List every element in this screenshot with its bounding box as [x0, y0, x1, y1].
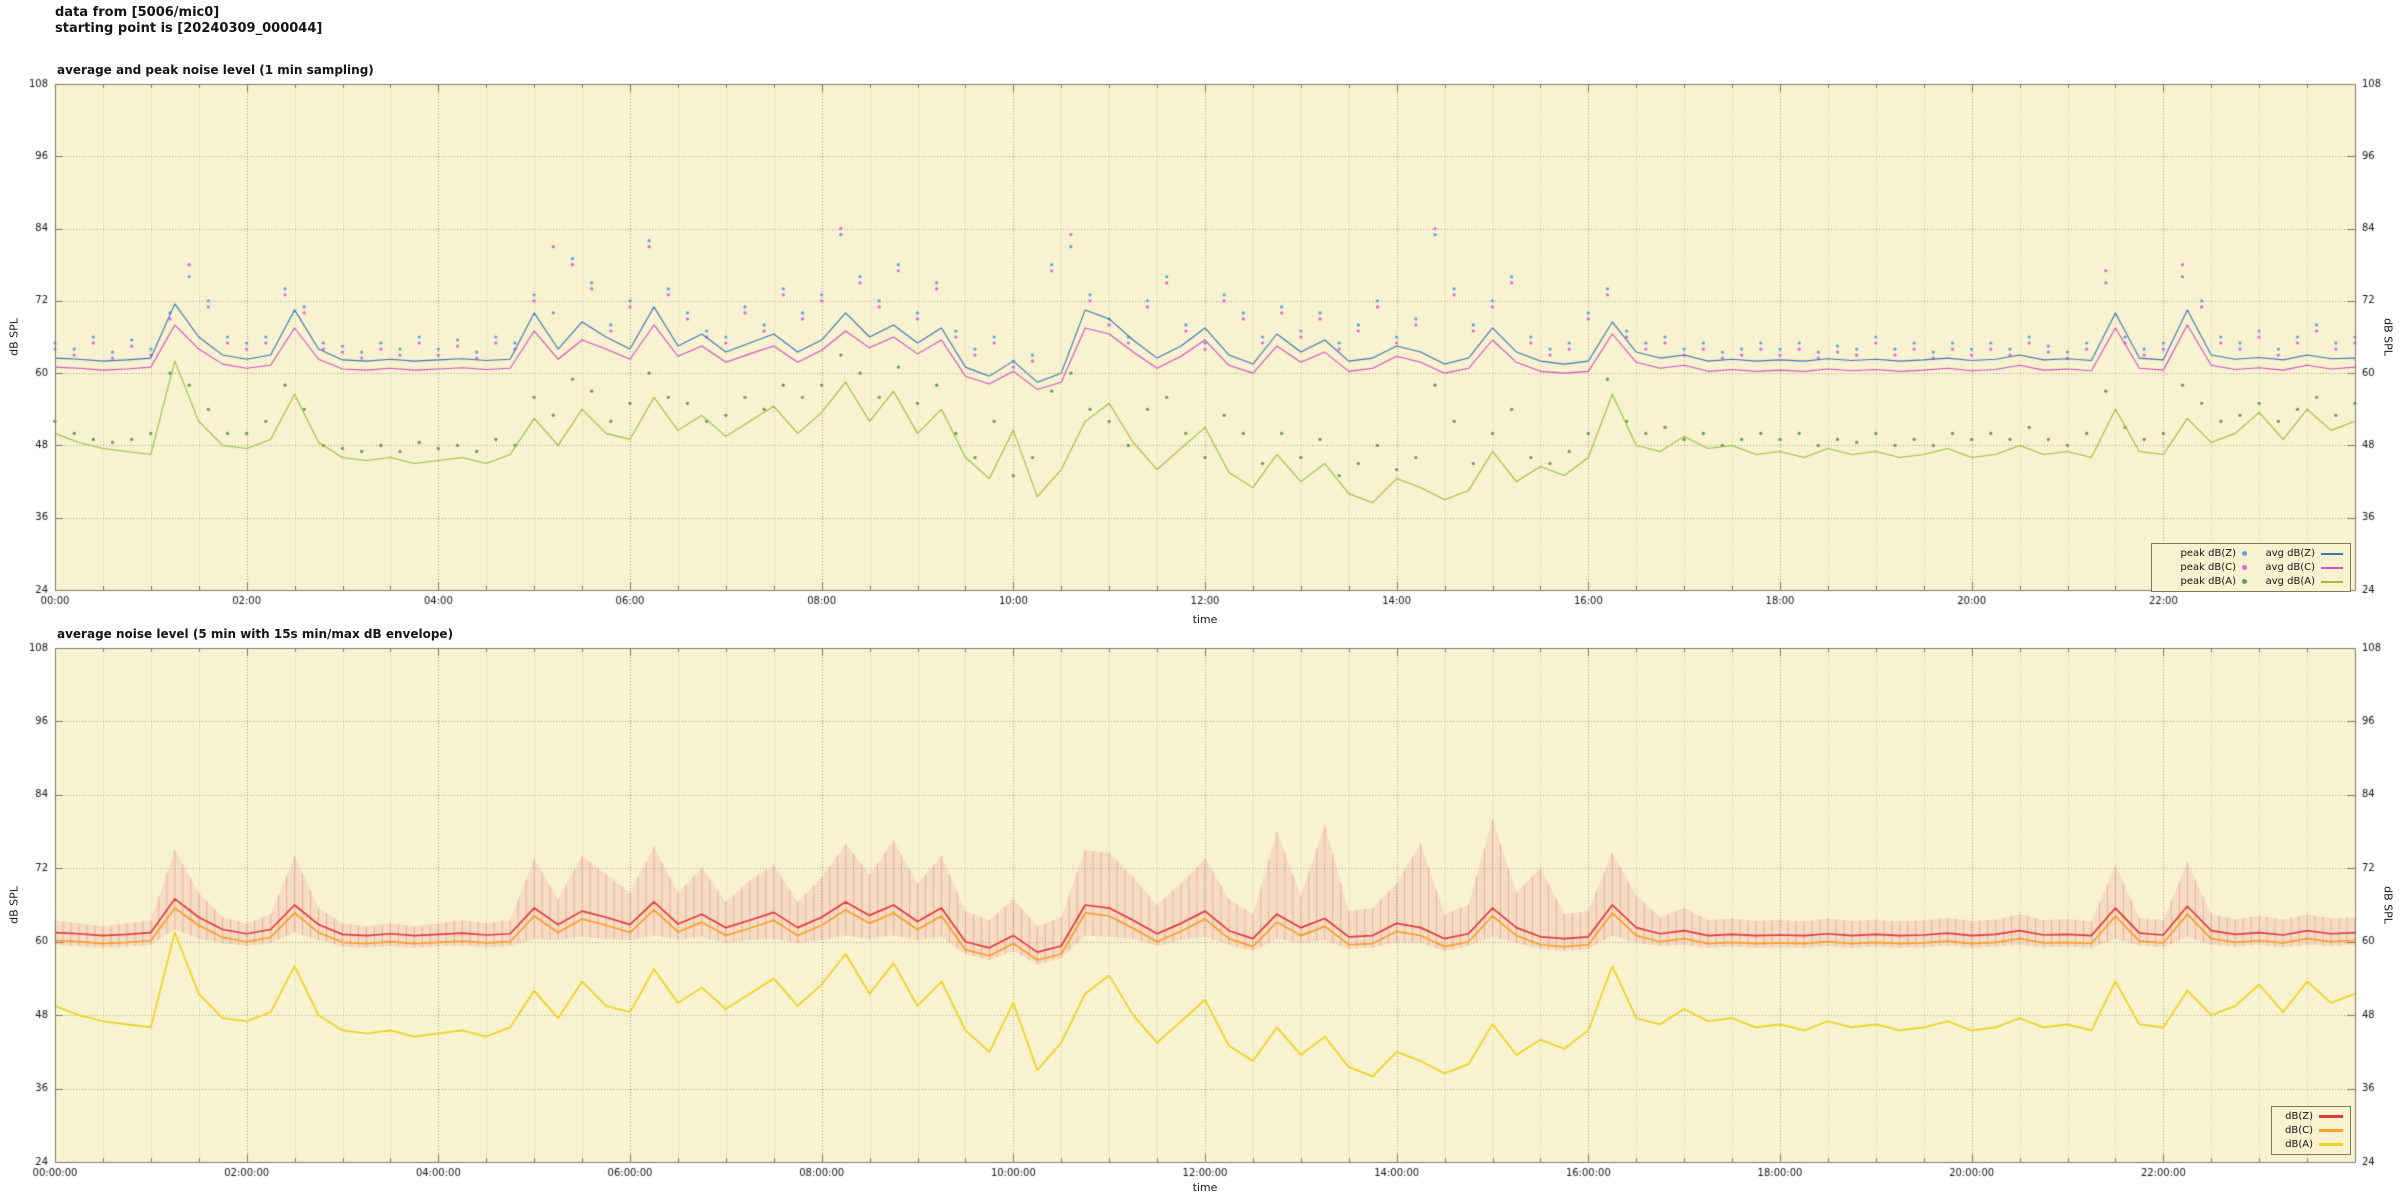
legend-label-dbz: dB(Z)	[2285, 1111, 2313, 1122]
dbz-line-swatch	[2319, 1115, 2343, 1118]
legend-item-avg-dbz: avg dB(Z)	[2261, 548, 2343, 559]
top-xaxis-label: time	[1192, 613, 1218, 626]
avg-dbc-line-swatch	[2321, 566, 2343, 569]
legend-item-dbc: dB(C)	[2279, 1125, 2343, 1136]
legend-row: dB(A)	[2279, 1138, 2343, 1151]
bottom-xaxis-label: time	[1192, 1181, 1218, 1194]
legend-label-peak-dbz: peak dB(Z)	[2180, 548, 2236, 559]
legend-item-peak-dba: peak dB(A)	[2159, 576, 2247, 587]
legend-row: peak dB(C) avg dB(C)	[2159, 561, 2343, 574]
bottom-yaxis-label-right: dB SPL	[2381, 886, 2395, 924]
legend-item-avg-dbc: avg dB(C)	[2261, 562, 2343, 573]
dba-line-swatch	[2319, 1143, 2343, 1146]
avg-dba-line-swatch	[2321, 580, 2343, 583]
legend-label-dbc: dB(C)	[2285, 1125, 2313, 1136]
dbc-line-swatch	[2319, 1129, 2343, 1132]
legend-row: peak dB(Z) avg dB(Z)	[2159, 547, 2343, 560]
avg-dbz-line-swatch	[2321, 552, 2343, 555]
peak-dba-point-swatch	[2242, 579, 2247, 584]
top-yaxis-label-right: dB SPL	[2381, 318, 2395, 356]
legend-item-peak-dbc: peak dB(C)	[2159, 562, 2247, 573]
legend-label-avg-dbc: avg dB(C)	[2265, 562, 2315, 573]
top-yaxis-label-left: dB SPL	[7, 318, 21, 356]
legend-row: dB(C)	[2279, 1124, 2343, 1137]
top-chart-title: average and peak noise level (1 min samp…	[57, 63, 374, 77]
legend-label-peak-dba: peak dB(A)	[2180, 576, 2236, 587]
bottom-chart-legend: dB(Z) dB(C) dB(A)	[2271, 1106, 2351, 1155]
peak-dbz-point-swatch	[2242, 551, 2247, 556]
legend-label-avg-dba: avg dB(A)	[2265, 576, 2315, 587]
legend-label-dba: dB(A)	[2285, 1139, 2313, 1150]
legend-item-peak-dbz: peak dB(Z)	[2159, 548, 2247, 559]
bottom-chart-title: average noise level (5 min with 15s min/…	[57, 627, 454, 641]
legend-row: peak dB(A) avg dB(A)	[2159, 575, 2343, 588]
peak-dbc-point-swatch	[2242, 565, 2247, 570]
bottom-yaxis-label-left: dB SPL	[7, 886, 21, 924]
legend-label-peak-dbc: peak dB(C)	[2180, 562, 2236, 573]
legend-item-dbz: dB(Z)	[2279, 1111, 2343, 1122]
top-chart-legend: peak dB(Z) avg dB(Z) peak dB(C) avg dB(C…	[2151, 543, 2351, 592]
legend-label-avg-dbz: avg dB(Z)	[2265, 548, 2315, 559]
legend-row: dB(Z)	[2279, 1110, 2343, 1123]
legend-item-dba: dB(A)	[2279, 1139, 2343, 1150]
header-data-source: data from [5006/mic0]	[55, 5, 220, 20]
legend-item-avg-dba: avg dB(A)	[2261, 576, 2343, 587]
header-start-point: starting point is [20240309_000044]	[55, 21, 323, 36]
